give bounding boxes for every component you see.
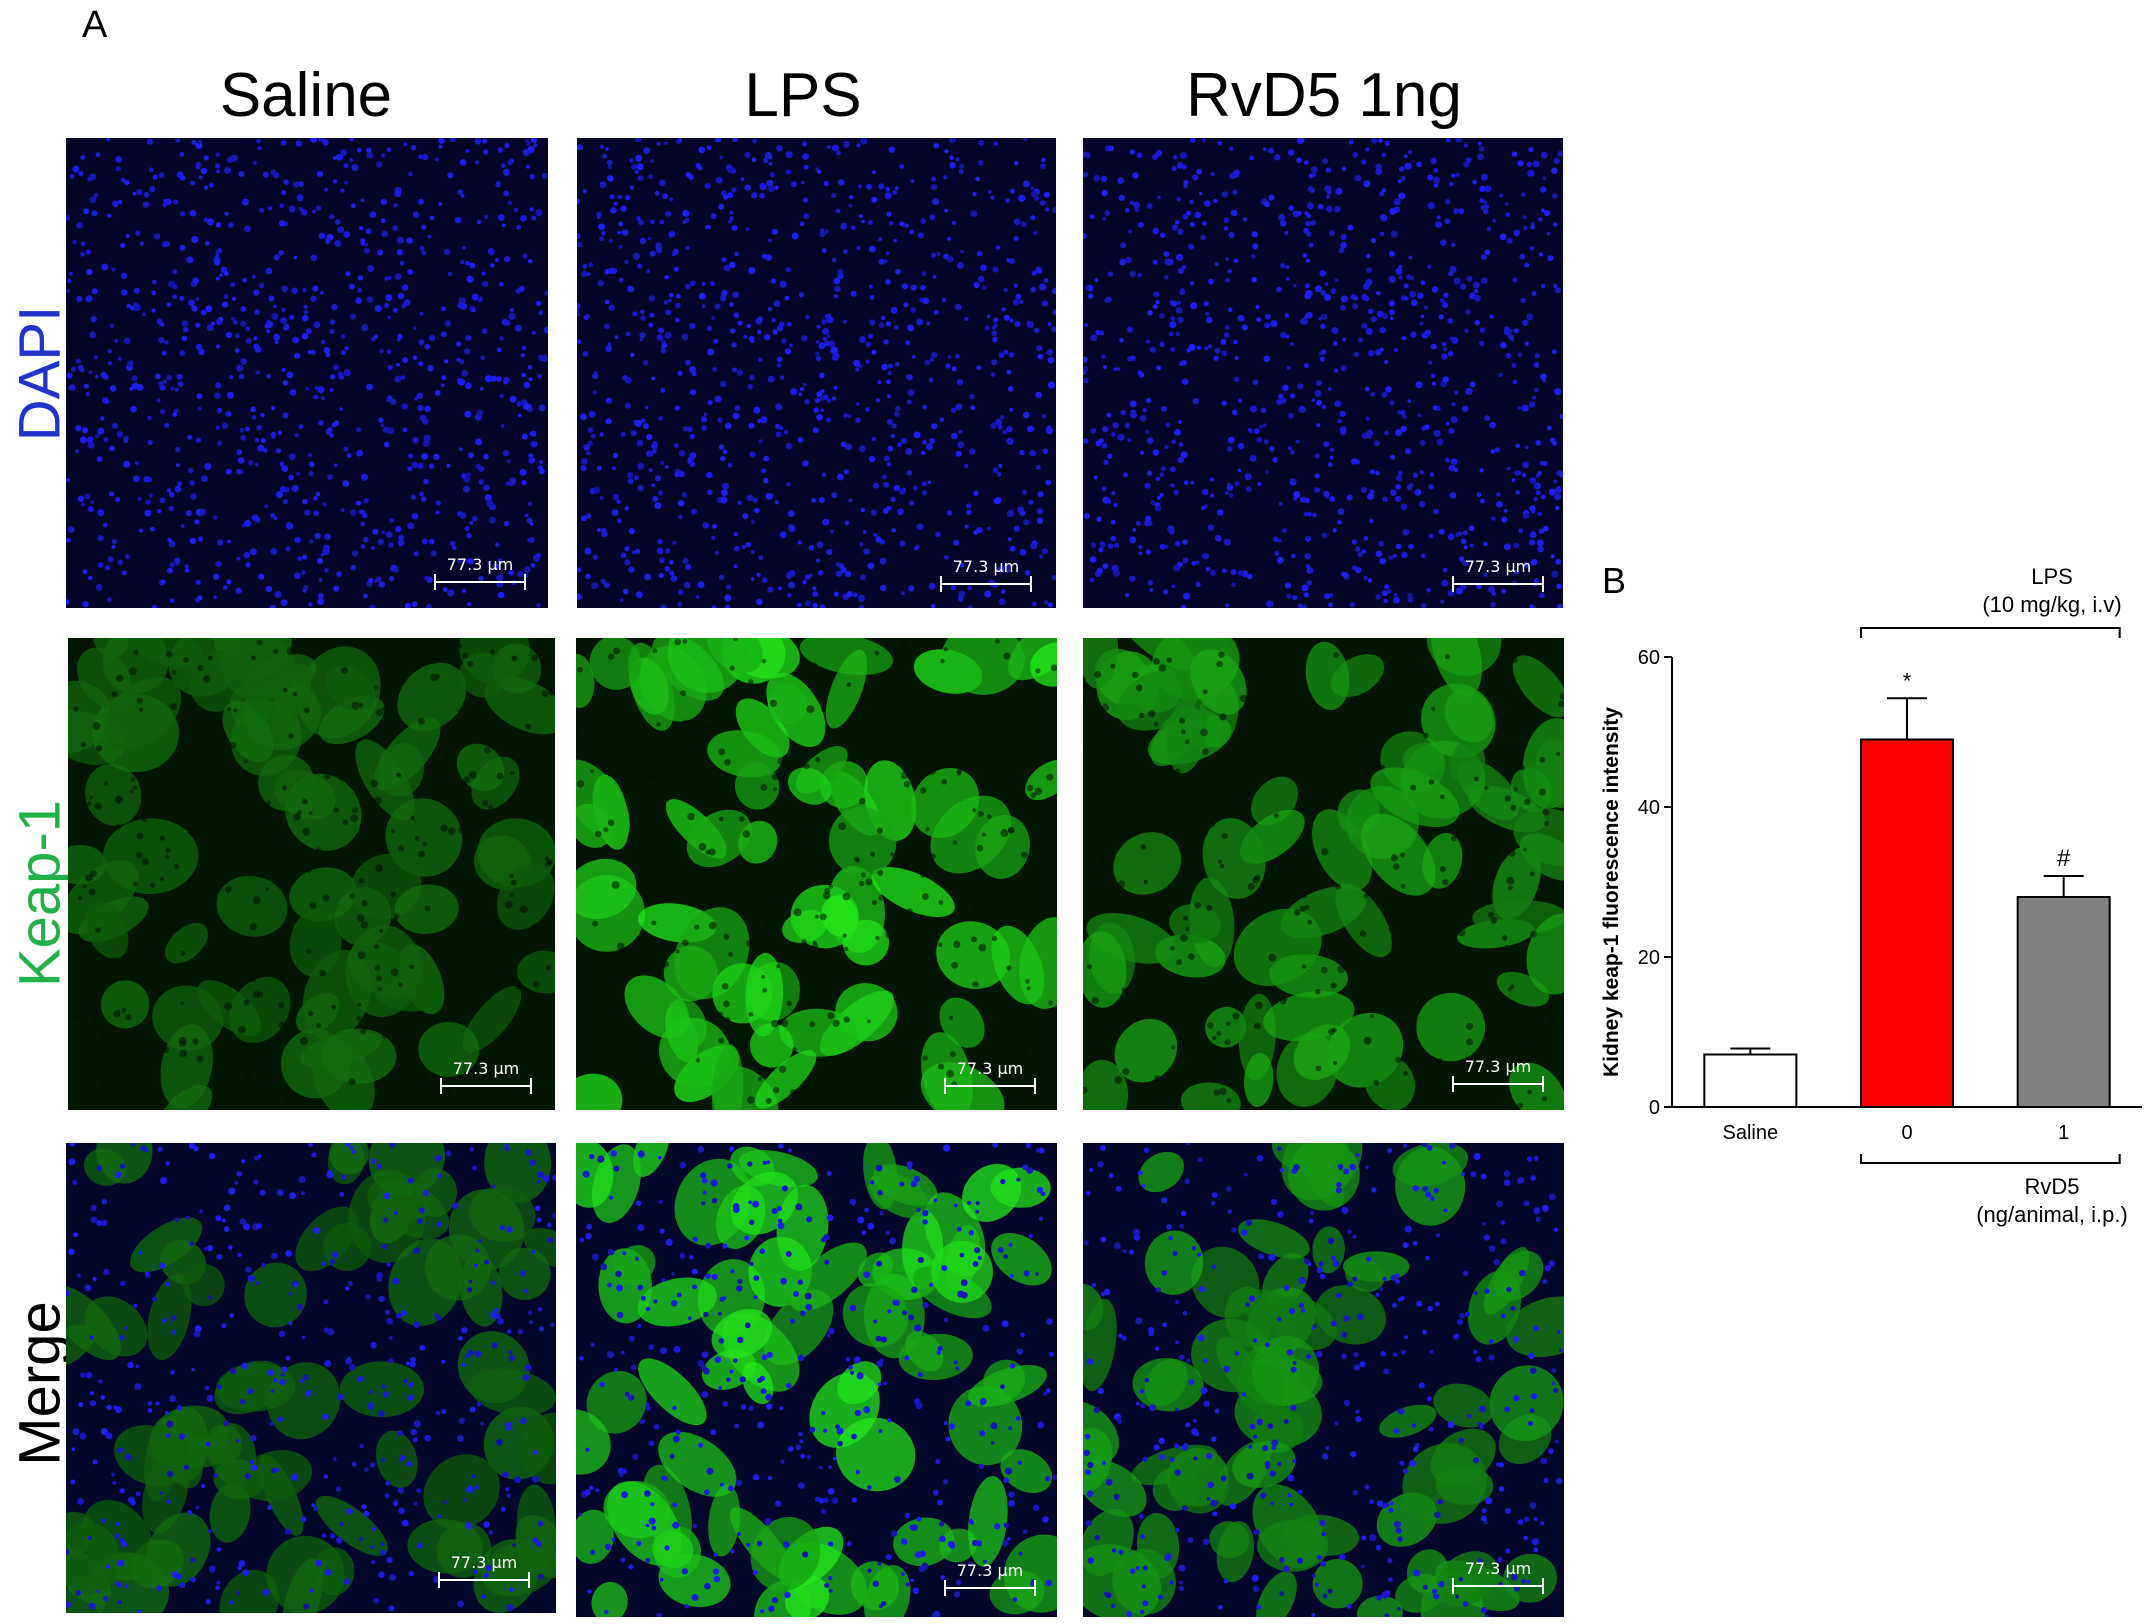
scale-bar: 77.3 μm xyxy=(1452,1559,1544,1594)
lps-label: LPS xyxy=(2031,564,2073,589)
scale-bar-label: 77.3 μm xyxy=(1464,557,1532,576)
y-tick-label: 40 xyxy=(1638,797,1660,819)
scale-bar: 77.3 μm xyxy=(1452,1057,1544,1092)
micrograph-dapi-lps xyxy=(577,138,1056,608)
bar-chart: 0 20 40 60 Kidney keap-1 fluorescence intens… xyxy=(1600,564,2142,1227)
micrograph-merge-saline xyxy=(66,1143,556,1613)
scale-bar-label: 77.3 μm xyxy=(1464,1559,1532,1578)
scale-bar: 77.3 μm xyxy=(944,1059,1036,1094)
scale-bar: 77.3 μm xyxy=(434,555,526,590)
scale-bar: 77.3 μm xyxy=(438,1553,530,1588)
scale-bar: 77.3 μm xyxy=(940,557,1032,592)
scale-bar: 77.3 μm xyxy=(944,1561,1036,1596)
scale-bar-label: 77.3 μm xyxy=(450,1553,518,1572)
x-tick-label: 1 xyxy=(2058,1122,2069,1144)
micrograph-merge-rvd5 xyxy=(1083,1143,1564,1617)
rvd5-dose-label: (ng/animal, i.p.) xyxy=(1976,1202,2128,1227)
panel-b-letter: B xyxy=(1602,560,1627,601)
rvd5-bracket xyxy=(1860,1154,2121,1164)
bar-2 xyxy=(2016,896,2111,1108)
scale-bar: 77.3 μm xyxy=(1452,557,1544,592)
micrograph-dapi-saline xyxy=(66,138,548,608)
row-label-keap1: Keap-1 xyxy=(7,799,73,988)
column-title-rvd5: RvD5 1ng xyxy=(1186,61,1462,130)
lps-bracket xyxy=(1860,627,2121,638)
row-label-merge: Merge xyxy=(7,1301,73,1466)
micrograph-keap1-lps xyxy=(576,638,1057,1110)
lps-dose-label: (10 mg/kg, i.v) xyxy=(1982,592,2121,617)
micrograph-keap1-rvd5 xyxy=(1083,638,1564,1110)
rvd5-label: RvD5 xyxy=(2024,1174,2079,1199)
panel-a-letter: A xyxy=(82,4,108,46)
scale-bar-label: 77.3 μm xyxy=(956,1561,1024,1580)
micrograph-merge-lps xyxy=(576,1143,1057,1617)
micrograph-dapi-rvd5 xyxy=(1083,138,1563,608)
significance-marker: * xyxy=(1903,668,1912,693)
bar-0 xyxy=(1703,1053,1798,1108)
scale-bar-label: 77.3 μm xyxy=(446,555,514,574)
y-tick-label: 60 xyxy=(1638,647,1660,669)
scale-bar-label: 77.3 μm xyxy=(952,557,1020,576)
significance-marker: # xyxy=(2057,845,2071,872)
x-tick-label: Saline xyxy=(1723,1122,1779,1144)
scale-bar: 77.3 μm xyxy=(440,1059,532,1094)
x-tick-label: 0 xyxy=(1901,1122,1912,1144)
micrograph-keap1-saline xyxy=(68,638,555,1110)
column-title-saline: Saline xyxy=(219,61,393,130)
row-label-dapi: DAPI xyxy=(7,305,73,442)
scale-bar-label: 77.3 μm xyxy=(452,1059,520,1078)
scale-bar-label: 77.3 μm xyxy=(956,1059,1024,1078)
scale-bar-label: 77.3 μm xyxy=(1464,1057,1532,1076)
bar-1 xyxy=(1860,738,1954,1108)
y-tick-label: 0 xyxy=(1649,1097,1660,1119)
y-axis-label: Kidney keap-1 fluorescence intensity xyxy=(1600,707,1623,1077)
column-title-lps: LPS xyxy=(744,61,862,130)
y-tick-label: 20 xyxy=(1638,947,1660,969)
